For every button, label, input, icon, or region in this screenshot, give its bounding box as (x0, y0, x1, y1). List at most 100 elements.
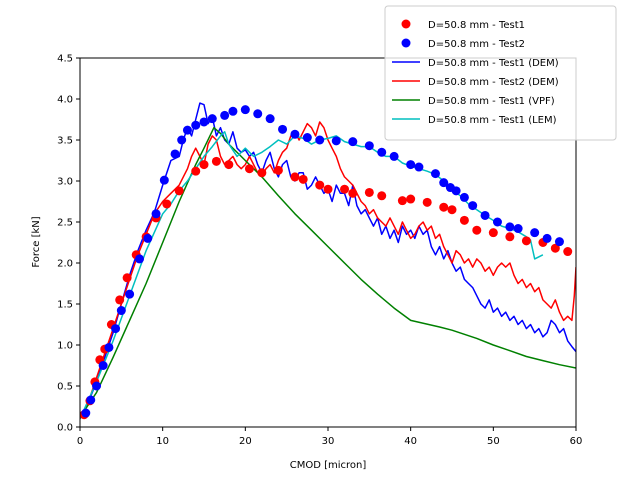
data-point (104, 342, 114, 352)
data-point (406, 194, 416, 204)
data-point (513, 224, 523, 234)
x-tick-label: 30 (322, 436, 335, 447)
data-point (397, 196, 407, 206)
data-point (364, 141, 374, 151)
data-point (125, 289, 135, 299)
data-point (542, 233, 552, 243)
y-tick-label: 3.5 (57, 136, 73, 147)
data-point (122, 273, 132, 283)
data-point (182, 125, 192, 135)
data-point (414, 162, 424, 172)
data-point (135, 254, 145, 264)
data-point (98, 361, 108, 370)
data-point (323, 184, 333, 194)
data-point (177, 135, 187, 145)
series-line (80, 126, 576, 418)
y-tick-label: 2.0 (57, 259, 73, 270)
data-point (348, 188, 358, 198)
data-point (240, 105, 250, 115)
data-point (115, 295, 125, 305)
data-point (207, 114, 217, 124)
y-tick-label: 4.5 (57, 54, 73, 65)
y-tick-label: 2.5 (57, 218, 73, 229)
data-point (191, 166, 201, 176)
series-line (80, 121, 576, 420)
data-point (257, 168, 267, 178)
data-point (563, 247, 573, 257)
data-point (340, 184, 350, 194)
data-point (116, 306, 126, 316)
data-point (143, 233, 153, 243)
legend-label: D=50.8 mm - Test1 (428, 20, 525, 31)
data-point (459, 192, 469, 202)
data-point (377, 147, 387, 157)
legend-marker-swatch (401, 19, 411, 29)
data-point (278, 124, 288, 134)
data-point (488, 228, 498, 238)
data-point (224, 160, 234, 170)
legend-label: D=50.8 mm - Test1 (DEM) (428, 58, 559, 69)
data-point (451, 186, 461, 196)
legend-label: D=50.8 mm - Test2 (DEM) (428, 77, 559, 88)
data-point (174, 186, 184, 196)
data-point (211, 156, 221, 166)
data-point (228, 106, 238, 116)
x-axis-label: CMOD [micron] (290, 460, 367, 471)
data-point (364, 187, 374, 197)
data-point (253, 109, 263, 119)
legend-box (384, 5, 617, 141)
data-point (406, 160, 416, 170)
data-point (81, 408, 91, 418)
y-axis-label: Force [kN] (31, 216, 42, 267)
data-point (550, 243, 560, 253)
x-tick-label: 50 (487, 436, 500, 447)
data-point (302, 133, 312, 143)
series-line (80, 102, 576, 420)
data-point (521, 236, 531, 246)
x-axis-ticks: 0 10 20 30 40 50 60 (77, 427, 583, 447)
y-axis-ticks: 0.0 0.5 1.0 1.5 2.0 2.5 3.0 3.5 4.0 4.5 (57, 54, 80, 434)
y-tick-label: 1.0 (57, 341, 73, 352)
data-point (273, 165, 283, 175)
legend-label: D=50.8 mm - Test1 (LEM) (428, 115, 557, 126)
data-point (472, 225, 482, 235)
data-point (220, 110, 230, 120)
x-tick-label: 10 (156, 436, 169, 447)
data-point (265, 114, 275, 124)
data-point (290, 129, 300, 139)
data-point (199, 117, 209, 127)
data-point (191, 120, 201, 130)
legend: D=50.8 mm - Test1 D=50.8 mm - Test2 D=50.8… (384, 5, 617, 141)
data-point (111, 324, 121, 334)
data-point (151, 209, 161, 219)
y-tick-label: 4.0 (57, 95, 73, 106)
data-point (92, 381, 102, 391)
data-point (505, 222, 515, 232)
y-tick-label: 3.0 (57, 177, 73, 188)
data-point (480, 210, 490, 220)
legend-marker-swatch (401, 38, 411, 48)
data-point (159, 175, 169, 185)
data-point (315, 180, 325, 190)
y-tick-label: 0.0 (57, 423, 73, 434)
data-point (389, 151, 399, 161)
x-tick-label: 60 (570, 436, 583, 447)
x-tick-label: 20 (239, 436, 252, 447)
x-tick-label: 40 (404, 436, 417, 447)
data-point (554, 237, 564, 247)
data-point (439, 178, 449, 188)
data-point (298, 174, 308, 184)
data-point (447, 205, 457, 215)
data-point (199, 160, 209, 170)
data-point (315, 135, 325, 145)
data-point (170, 149, 180, 159)
plot-area (80, 102, 576, 420)
y-tick-label: 1.5 (57, 300, 73, 311)
data-point (530, 228, 540, 238)
data-point (422, 197, 432, 207)
data-point (290, 172, 300, 182)
data-point (505, 232, 515, 242)
data-point (331, 136, 341, 146)
data-point (468, 201, 478, 211)
